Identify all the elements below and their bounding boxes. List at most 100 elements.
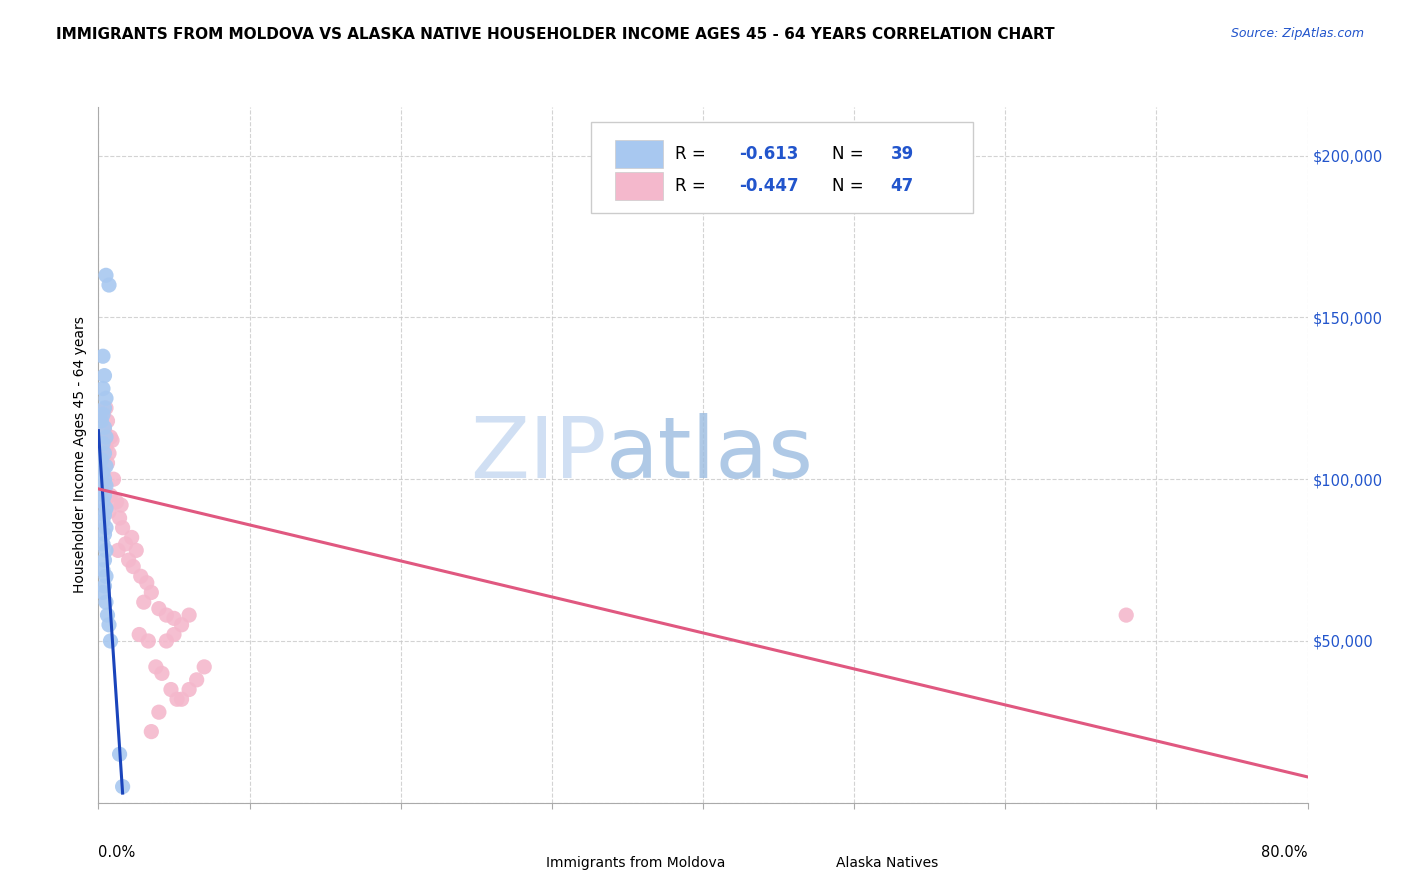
Point: [91, 537, 114, 551]
Point: [110, 498, 132, 512]
FancyBboxPatch shape: [614, 172, 664, 200]
FancyBboxPatch shape: [591, 122, 973, 213]
Text: Immigrants from Moldova: Immigrants from Moldova: [546, 855, 725, 870]
Point: [114, 537, 136, 551]
Point: [141, 724, 163, 739]
Point: [91, 408, 114, 422]
Text: 39: 39: [890, 145, 914, 162]
Point: [91, 408, 114, 422]
FancyBboxPatch shape: [498, 853, 534, 872]
Point: [94, 440, 117, 454]
Point: [100, 634, 122, 648]
Point: [94, 478, 117, 492]
Point: [121, 531, 143, 545]
Point: [93, 420, 115, 434]
Point: [177, 682, 201, 697]
Text: -0.447: -0.447: [740, 177, 799, 194]
Point: [155, 608, 177, 623]
Point: [93, 446, 115, 460]
Text: R =: R =: [675, 177, 711, 194]
Point: [105, 495, 128, 509]
Point: [98, 504, 121, 518]
Point: [111, 780, 134, 794]
Text: N =: N =: [832, 177, 869, 194]
Point: [96, 414, 118, 428]
Text: IMMIGRANTS FROM MOLDOVA VS ALASKA NATIVE HOUSEHOLDER INCOME AGES 45 - 64 YEARS C: IMMIGRANTS FROM MOLDOVA VS ALASKA NATIVE…: [56, 27, 1054, 42]
Point: [129, 569, 152, 583]
Point: [96, 608, 118, 623]
Point: [90, 482, 112, 496]
Point: [177, 608, 201, 623]
Point: [94, 501, 117, 516]
Text: ZIP: ZIP: [470, 413, 606, 497]
Point: [94, 595, 117, 609]
Point: [94, 401, 117, 415]
Point: [170, 617, 193, 632]
Point: [186, 673, 208, 687]
Point: [155, 634, 177, 648]
Point: [91, 514, 114, 528]
Point: [91, 382, 114, 396]
Text: Alaska Natives: Alaska Natives: [837, 855, 938, 870]
Point: [160, 682, 183, 697]
Text: 47: 47: [890, 177, 914, 194]
Point: [94, 521, 117, 535]
Point: [163, 611, 186, 625]
Point: [93, 368, 115, 383]
FancyBboxPatch shape: [614, 140, 664, 168]
Point: [141, 585, 163, 599]
Point: [91, 495, 114, 509]
Point: [193, 660, 215, 674]
Point: [91, 436, 114, 450]
Point: [125, 543, 148, 558]
Point: [145, 660, 167, 674]
Text: atlas: atlas: [606, 413, 814, 497]
Point: [93, 478, 115, 492]
Point: [91, 466, 114, 480]
Point: [93, 424, 115, 438]
Point: [170, 692, 193, 706]
Point: [136, 634, 159, 648]
Point: [148, 705, 170, 719]
Text: -0.613: -0.613: [740, 145, 799, 162]
Text: N =: N =: [832, 145, 869, 162]
Point: [135, 575, 157, 590]
Point: [108, 511, 131, 525]
Point: [91, 563, 114, 577]
Point: [150, 666, 173, 681]
Point: [101, 434, 124, 448]
Point: [1115, 608, 1137, 623]
Point: [100, 488, 122, 502]
Point: [132, 595, 155, 609]
Point: [107, 543, 129, 558]
Point: [90, 414, 112, 428]
Point: [100, 430, 122, 444]
Text: Source: ZipAtlas.com: Source: ZipAtlas.com: [1230, 27, 1364, 40]
Point: [93, 527, 115, 541]
Point: [94, 459, 117, 474]
Point: [111, 521, 134, 535]
Point: [94, 430, 117, 444]
Point: [93, 508, 115, 522]
Point: [93, 488, 115, 502]
Point: [118, 553, 141, 567]
Point: [96, 456, 118, 470]
Point: [103, 472, 125, 486]
Point: [90, 452, 112, 467]
Point: [163, 627, 186, 641]
Text: R =: R =: [675, 145, 711, 162]
Point: [128, 627, 150, 641]
Point: [93, 553, 115, 567]
Point: [93, 472, 115, 486]
Text: 0.0%: 0.0%: [98, 845, 135, 860]
Point: [91, 349, 114, 363]
Point: [148, 601, 170, 615]
Point: [94, 268, 117, 283]
Text: 80.0%: 80.0%: [1261, 845, 1308, 860]
Point: [166, 692, 188, 706]
Point: [94, 569, 117, 583]
Point: [98, 446, 121, 460]
Point: [93, 401, 115, 415]
Point: [122, 559, 145, 574]
Point: [91, 585, 114, 599]
